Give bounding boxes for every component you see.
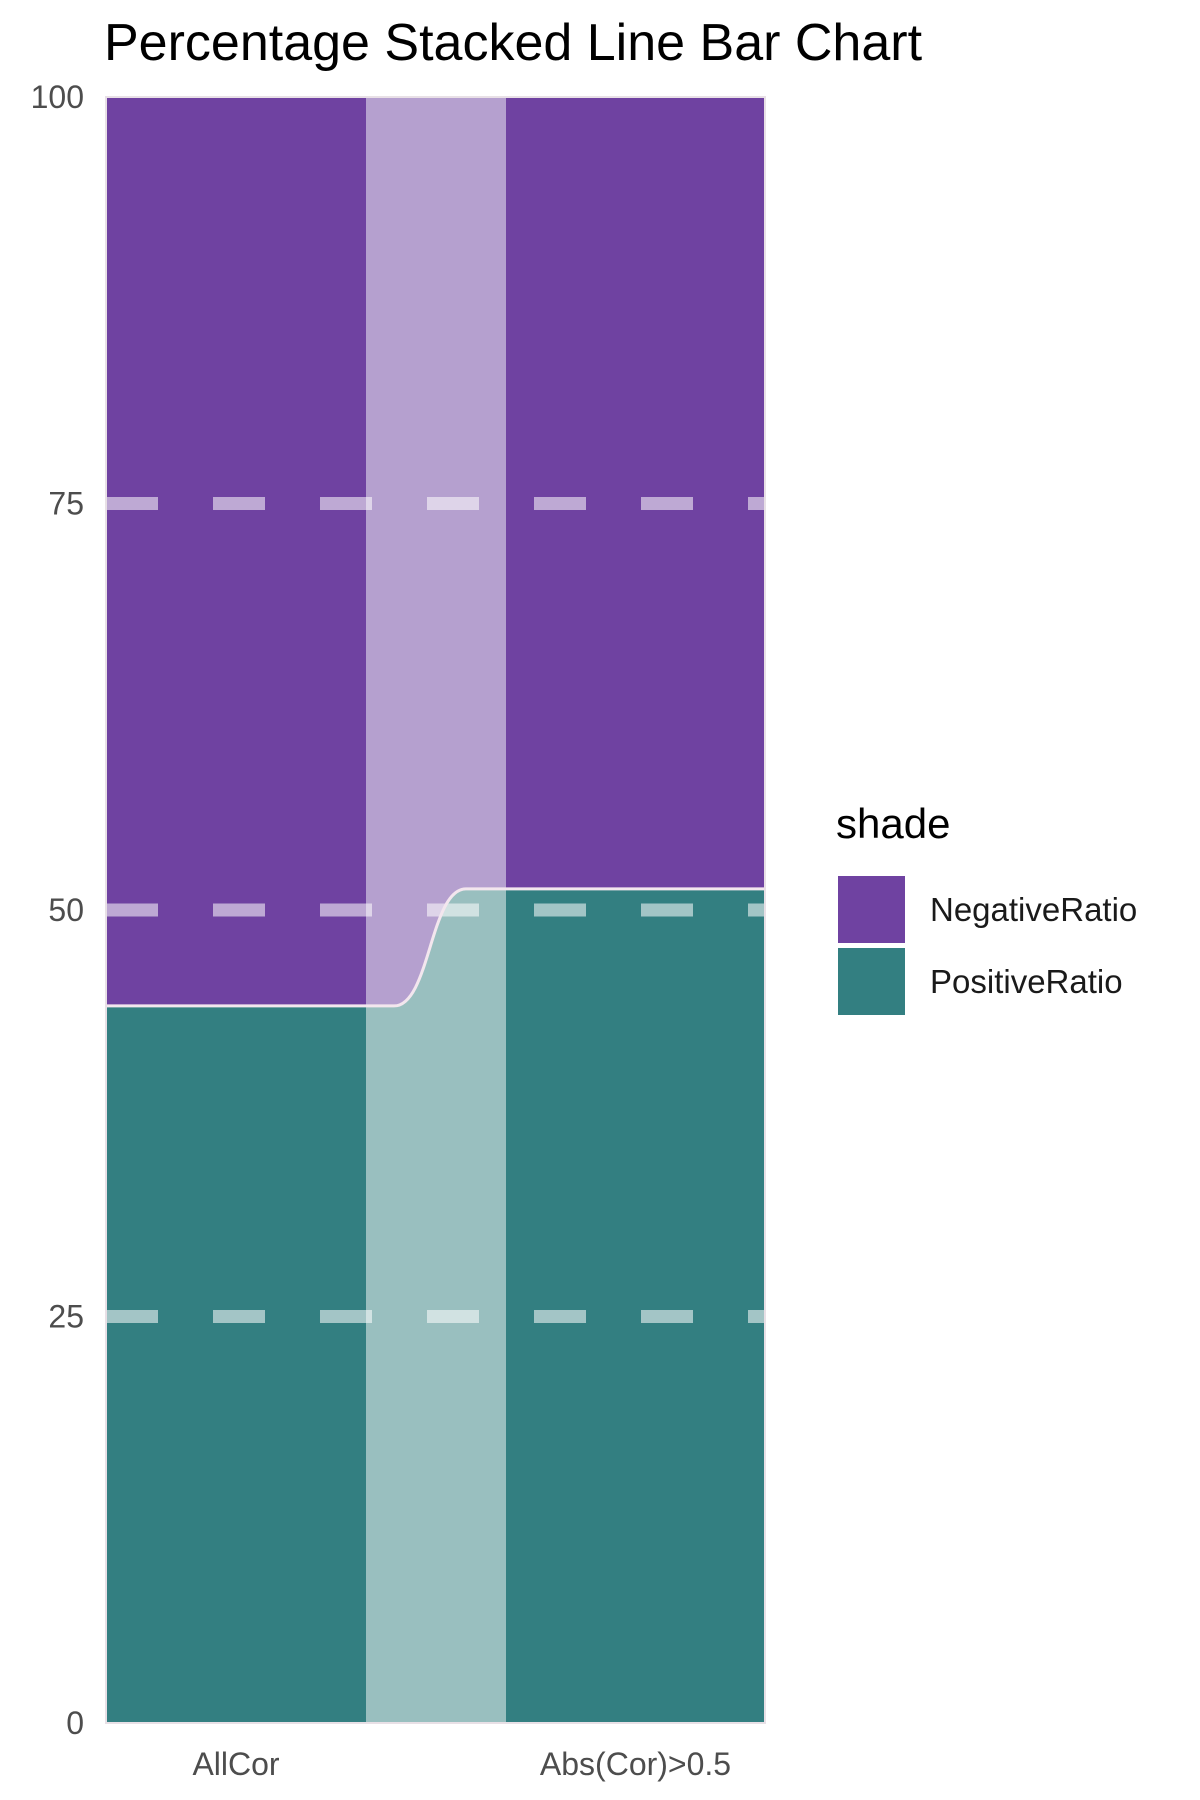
legend-title: shade [836,800,950,847]
y-tick-label-0: 0 [66,1705,84,1741]
legend: shade NegativeRatio PositiveRatio [836,800,1137,1015]
y-tick-label-4: 100 [31,79,84,115]
bar-negative-0 [106,97,366,1006]
legend-label-1: PositiveRatio [930,963,1123,1000]
legend-swatch-1 [838,948,905,1015]
plot-area: 0 25 50 75 100 AllCor Abs(Cor)>0.5 [31,79,766,1782]
x-tick-label-1: Abs(Cor)>0.5 [540,1746,731,1782]
legend-label-0: NegativeRatio [930,891,1137,928]
y-tick-label-1: 25 [48,1299,84,1335]
stack-divider-line [106,887,765,1008]
panel-border [105,96,766,1724]
x-tick-label-0: AllCor [192,1746,279,1782]
y-tick-label-3: 75 [48,486,84,522]
chart-title: Percentage Stacked Line Bar Chart [104,14,923,72]
bar-positive-1 [506,888,765,1723]
bar-positive-0 [106,1005,366,1723]
y-tick-label-2: 50 [48,892,84,928]
link-negative [366,97,506,1006]
link-positive [366,888,506,1723]
legend-swatch-0 [838,876,905,943]
bar-negative-1 [506,97,765,889]
